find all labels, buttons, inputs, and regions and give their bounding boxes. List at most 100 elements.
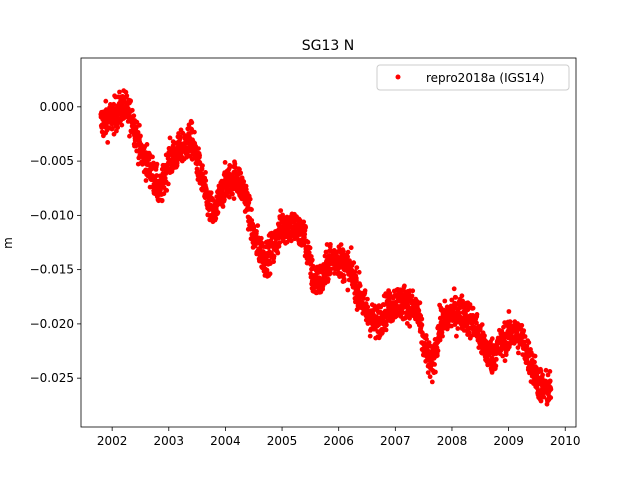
data-point (143, 178, 149, 183)
data-point (119, 122, 125, 128)
y-tick-label: −0.010 (30, 208, 74, 222)
data-point (275, 250, 281, 256)
data-point (352, 269, 358, 274)
data-point (238, 170, 244, 176)
data-point (165, 181, 171, 187)
data-point (135, 130, 141, 135)
data-point (367, 333, 373, 339)
data-point (159, 198, 165, 203)
plot-frame (80, 57, 577, 428)
y-tick-label: −0.015 (30, 263, 74, 277)
x-tick-label: 2003 (154, 434, 185, 448)
data-point (419, 322, 425, 328)
data-point (220, 204, 226, 209)
data-point (271, 253, 277, 259)
data-point (103, 98, 109, 104)
data-point (425, 370, 431, 375)
x-tick-label: 2009 (493, 434, 524, 448)
data-point (213, 216, 219, 221)
data-point (288, 238, 294, 244)
data-point (276, 243, 282, 249)
data-point (410, 288, 416, 294)
data-point (241, 179, 247, 185)
data-point (222, 160, 228, 165)
data-point (203, 170, 208, 175)
data-point (526, 353, 532, 359)
data-point (426, 340, 432, 345)
data-point (433, 369, 438, 375)
data-point (384, 322, 389, 328)
data-point (409, 293, 415, 299)
data-point (503, 352, 509, 358)
data-point (489, 336, 495, 342)
data-point (345, 287, 351, 293)
data-point (115, 125, 120, 130)
data-point (258, 235, 264, 241)
legend-box (376, 64, 570, 91)
data-point (449, 297, 455, 303)
data-point (161, 191, 167, 197)
data-point (345, 254, 350, 260)
data-point (424, 336, 429, 342)
data-point (417, 300, 423, 306)
data-point (342, 278, 347, 284)
data-point (427, 374, 433, 380)
data-point (249, 207, 254, 213)
data-point (192, 129, 197, 135)
data-point (466, 329, 472, 335)
data-point (327, 269, 333, 275)
data-point (548, 386, 554, 392)
data-point (267, 271, 273, 277)
data-point (423, 333, 429, 338)
x-tick-label: 2002 (97, 434, 128, 448)
data-point (137, 122, 142, 128)
data-point (493, 357, 499, 362)
data-point (328, 242, 333, 247)
data-point (123, 89, 129, 95)
data-point (454, 333, 459, 339)
data-point (232, 164, 238, 170)
data-point (154, 161, 160, 167)
data-point (470, 305, 476, 311)
data-point (519, 323, 525, 328)
data-point (255, 223, 261, 229)
data-point (111, 101, 117, 107)
data-point (538, 398, 544, 404)
data-point (515, 328, 520, 333)
data-point (506, 309, 512, 314)
data-point (422, 341, 428, 346)
data-point (493, 363, 499, 369)
data-point (442, 298, 448, 304)
data-point (128, 98, 134, 104)
data-point (144, 142, 150, 147)
data-point (215, 210, 221, 215)
data-point (162, 175, 168, 181)
data-point (351, 260, 357, 266)
data-point (532, 359, 537, 365)
data-point (264, 267, 270, 273)
data-point (365, 304, 371, 310)
data-point (545, 372, 551, 378)
data-point (322, 253, 328, 259)
data-point (105, 140, 111, 145)
data-point (502, 358, 508, 364)
data-point (540, 372, 545, 378)
data-point (231, 196, 237, 202)
y-axis: 0.000 −0.005 −0.010 −0.015 −0.020 −0.025 (30, 100, 81, 385)
data-point (278, 208, 284, 214)
data-point (345, 249, 351, 255)
data-point (440, 333, 445, 339)
y-tick-label: −0.020 (30, 317, 74, 331)
data-point (131, 113, 137, 119)
data-point (271, 259, 276, 265)
data-point (189, 120, 195, 125)
data-point (381, 302, 387, 308)
data-point (547, 378, 553, 384)
data-point (541, 394, 547, 400)
data-point (325, 276, 331, 282)
y-axis-label: m (1, 237, 15, 249)
data-point (150, 154, 155, 160)
data-point (459, 293, 465, 299)
data-point (129, 107, 135, 113)
data-point (516, 350, 521, 356)
